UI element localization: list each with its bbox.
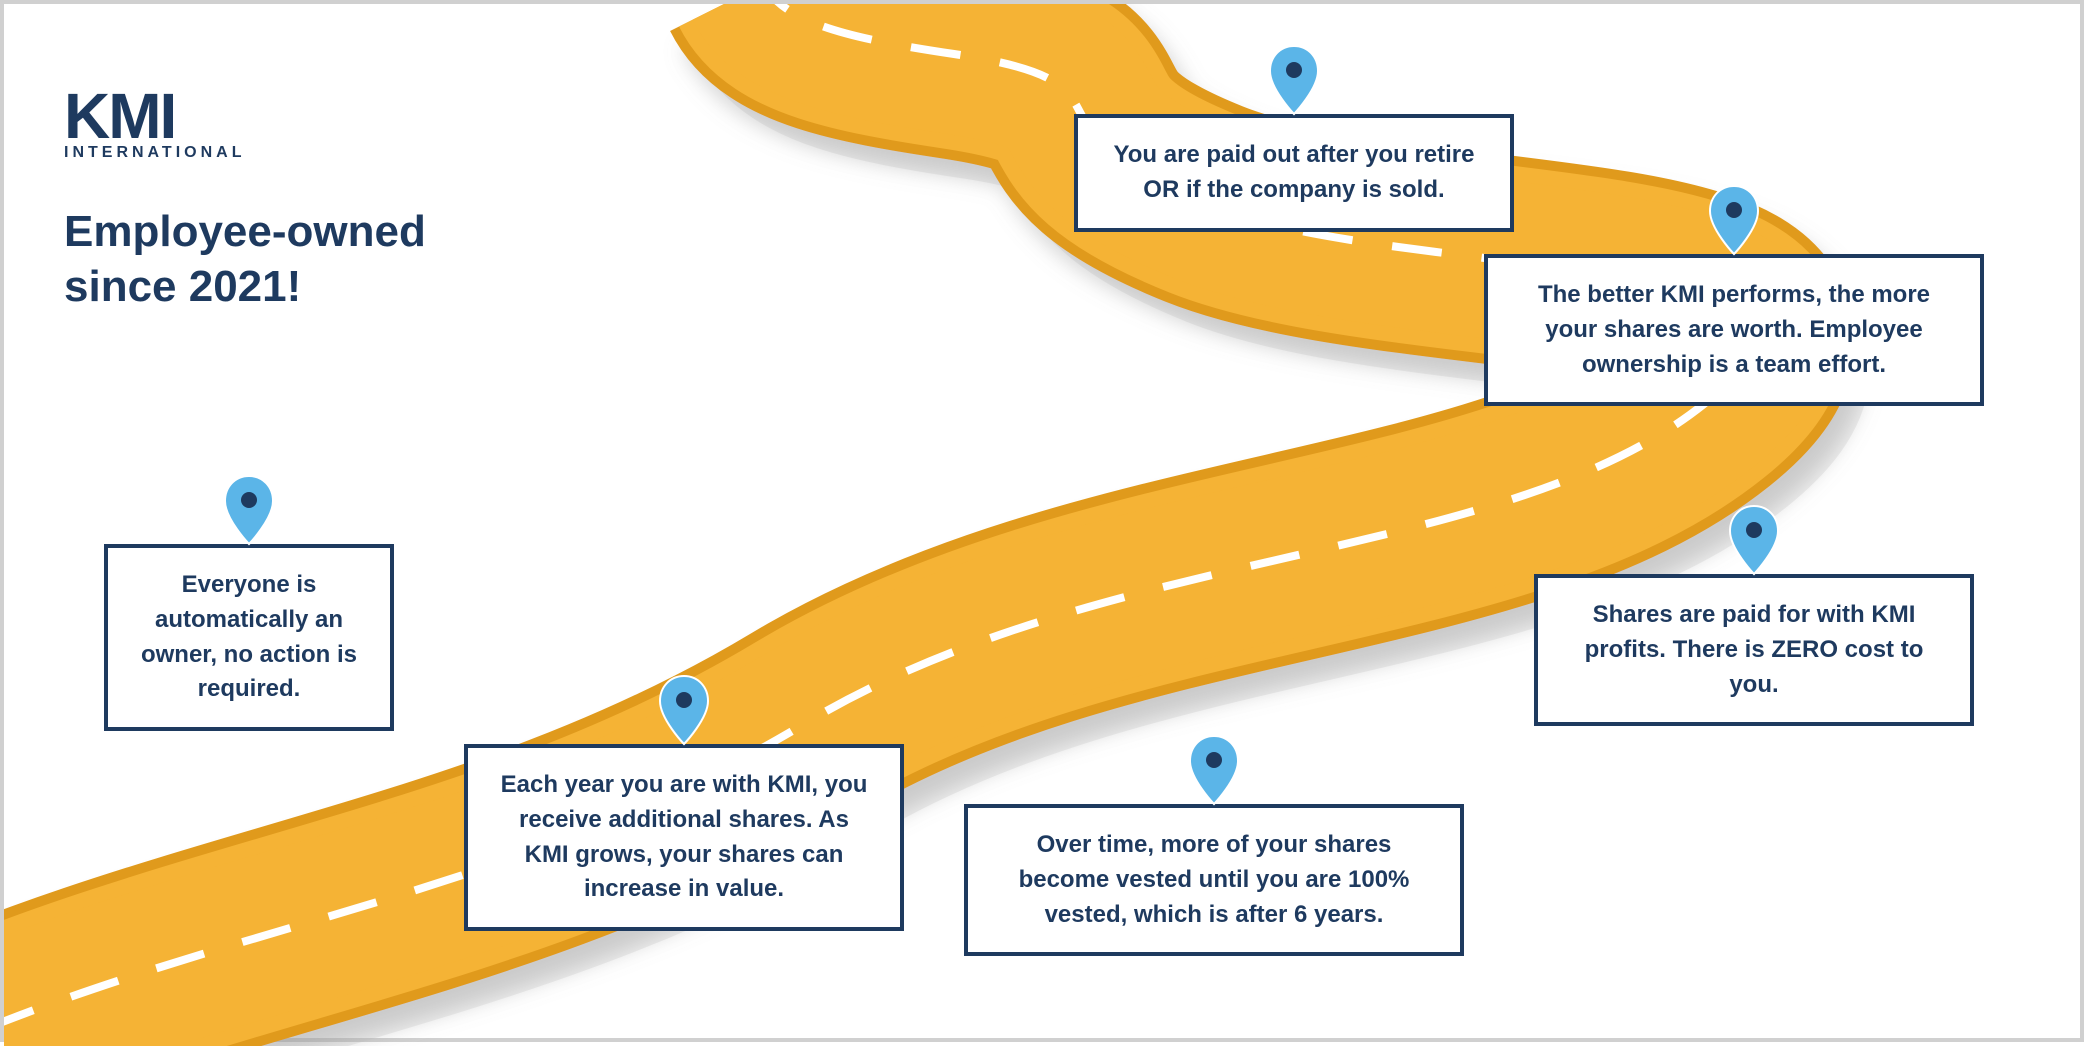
map-pin-icon	[1726, 504, 1782, 576]
callout-text: The better KMI performs, the more your s…	[1538, 281, 1930, 378]
callout-6: You are paid out after you retire OR if …	[1074, 114, 1514, 232]
map-pin-icon	[221, 474, 277, 546]
callout-3: Over time, more of your shares become ve…	[964, 804, 1464, 956]
callout-text: Shares are paid for with KMI profits. Th…	[1585, 601, 1924, 698]
callout-text: Everyone is automatically an owner, no a…	[141, 571, 357, 702]
callout-1: Everyone is automatically an owner, no a…	[104, 544, 394, 731]
map-pin-icon	[1186, 734, 1242, 806]
callout-box: Shares are paid for with KMI profits. Th…	[1534, 574, 1974, 726]
callout-box: Everyone is automatically an owner, no a…	[104, 544, 394, 731]
callout-text: You are paid out after you retire OR if …	[1114, 141, 1475, 203]
map-pin-icon	[1266, 44, 1322, 116]
callout-text: Over time, more of your shares become ve…	[1019, 831, 1410, 928]
callout-text: Each year you are with KMI, you receive …	[501, 771, 868, 902]
callout-box: The better KMI performs, the more your s…	[1484, 254, 1984, 406]
callout-box: Over time, more of your shares become ve…	[964, 804, 1464, 956]
callout-box: Each year you are with KMI, you receive …	[464, 744, 904, 931]
callout-2: Each year you are with KMI, you receive …	[464, 744, 904, 931]
callout-4: Shares are paid for with KMI profits. Th…	[1534, 574, 1974, 726]
callout-5: The better KMI performs, the more your s…	[1484, 254, 1984, 406]
map-pin-icon	[1706, 184, 1762, 256]
callout-box: You are paid out after you retire OR if …	[1074, 114, 1514, 232]
map-pin-icon	[656, 674, 712, 746]
